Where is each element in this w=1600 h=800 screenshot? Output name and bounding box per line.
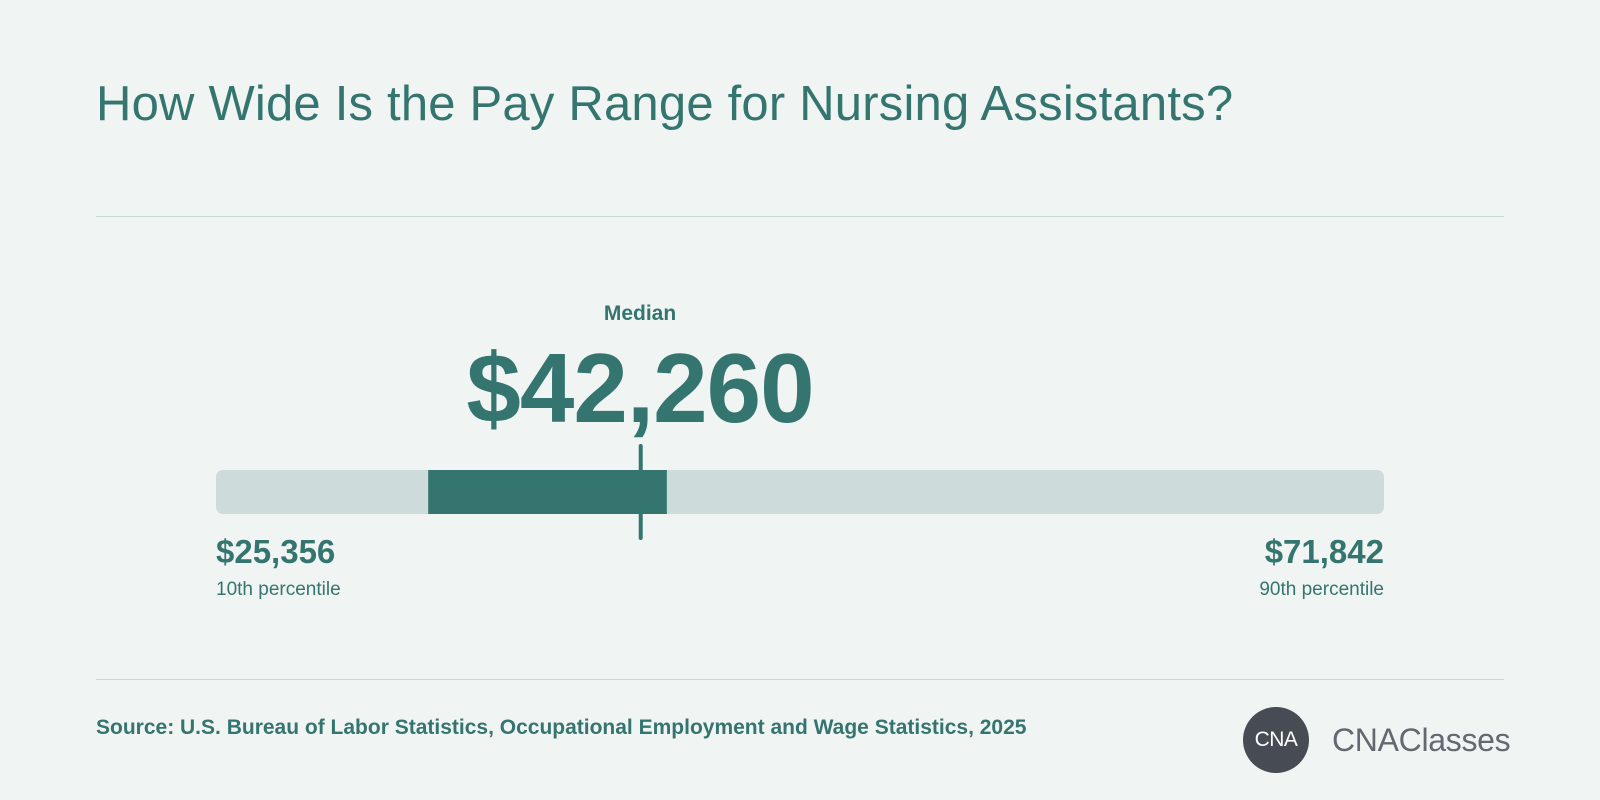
- high-value: $71,842: [1264, 533, 1384, 570]
- median-value: $42,260: [466, 333, 814, 443]
- median-label: Median: [603, 302, 677, 325]
- logo-name: CNAClasses: [1332, 721, 1511, 758]
- page-title: How Wide Is the Pay Range for Nursing As…: [96, 77, 1234, 131]
- logo-badge: CNA: [1243, 707, 1309, 773]
- top-divider: [96, 216, 1504, 217]
- low-value: $25,356: [216, 533, 336, 570]
- range-track: [216, 470, 1384, 514]
- high-caption: 90th percentile: [1259, 579, 1384, 600]
- low-caption: 10th percentile: [216, 579, 341, 600]
- interquartile-bar: [428, 470, 667, 514]
- brand-logo: CNA CNAClasses: [1243, 707, 1511, 773]
- bottom-divider: [96, 679, 1504, 680]
- source-note: Source: U.S. Bureau of Labor Statistics,…: [96, 716, 1027, 739]
